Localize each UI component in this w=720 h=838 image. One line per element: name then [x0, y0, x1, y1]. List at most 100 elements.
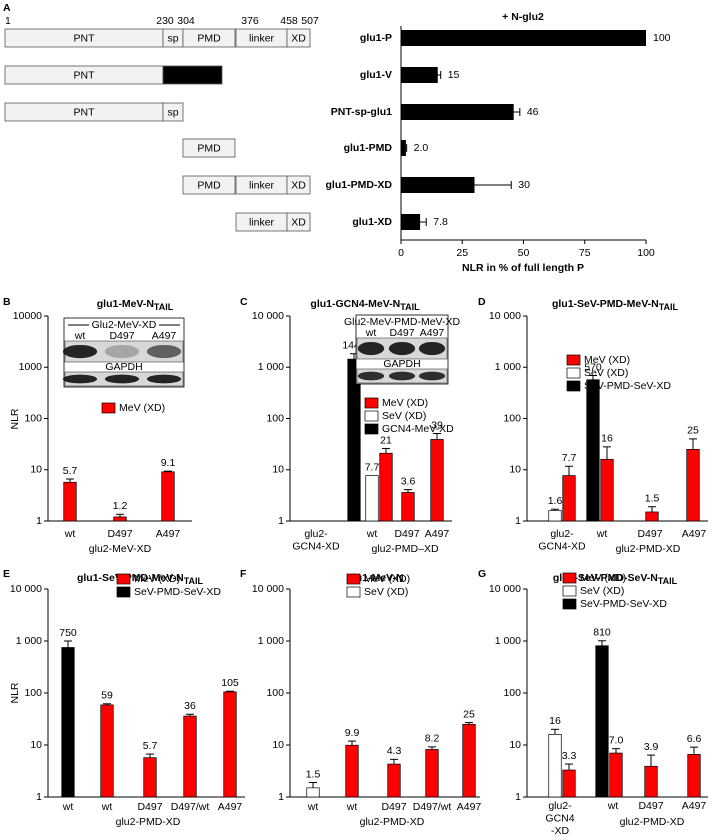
y-axis-label: NLR [9, 408, 21, 429]
legend-swatch [116, 586, 131, 598]
panel-letter: B [3, 296, 11, 308]
legend-label: MeV (XD) [382, 397, 428, 409]
category-label: wt [101, 801, 113, 813]
inset-lane-label: wt [365, 327, 377, 339]
value-label: 105 [221, 677, 239, 689]
category-label: A497 [156, 528, 181, 540]
title-subscript: TAIL [184, 576, 204, 586]
legend-swatch [566, 380, 581, 392]
value-label: 1.5 [645, 492, 660, 504]
bar [401, 104, 514, 120]
legend-swatch [364, 410, 379, 422]
legend-label: MeV (XD) [134, 573, 180, 585]
y-tick-label: 1 000 [258, 361, 284, 373]
domain-label: XD [291, 32, 306, 44]
y-tick-label: 100 [266, 412, 284, 424]
ruler-label: 458 [280, 15, 298, 27]
bar [161, 471, 175, 522]
category-label: D497 [381, 801, 406, 813]
domain-box [182, 28, 236, 48]
blot-band [146, 344, 182, 359]
bar [687, 754, 701, 798]
category-label: wt [366, 528, 378, 540]
value-label: 16 [601, 433, 613, 445]
y-tick-label: 1 000 [258, 635, 284, 647]
domain-label: PMD [197, 179, 221, 191]
y-tick-label: 10 [272, 464, 284, 476]
legend-label: MeV (XD) [119, 402, 165, 414]
y-tick-label: 10 [30, 464, 42, 476]
ruler-label: 304 [177, 15, 195, 27]
bar [401, 492, 415, 522]
y-tick-label: 1000 [19, 361, 43, 373]
y-tick-label: 10 000 [252, 310, 284, 322]
y-tick-label: 10 [272, 739, 284, 751]
title-main: glu1-MeV-N [346, 572, 403, 584]
bar [143, 757, 157, 798]
category-label: GCN4 [545, 812, 574, 824]
y-tick-label: 1 [278, 515, 284, 527]
category-label: glu1-P [360, 32, 392, 44]
y-tick-label: 1 [36, 791, 42, 803]
panel-letter: E [3, 568, 10, 580]
legend-swatch [364, 397, 379, 409]
y-tick-label: 10 000 [10, 583, 42, 595]
y-tick-label: 10 000 [252, 583, 284, 595]
blot-band [62, 374, 98, 384]
value-label: 810 [593, 627, 611, 639]
legend-label: SeV (XD) [584, 367, 628, 379]
group-label: glu2-PMD–XD [371, 543, 439, 555]
inset-lane-label: wt [74, 330, 86, 342]
y-tick-label: 1 000 [495, 361, 521, 373]
category-label: glu1-XD [352, 216, 392, 228]
category-label: GCN4-XD [538, 540, 586, 552]
value-label: 59 [101, 690, 113, 702]
domain-label: PMD [197, 142, 221, 154]
legend-swatch [346, 586, 361, 598]
x-tick-label: 25 [456, 247, 468, 259]
y-tick-label: 1 [515, 515, 521, 527]
domain-label: linker [249, 32, 275, 44]
chart-title: glu1-SeV-PMD-SeV-NTAIL [553, 572, 678, 587]
category-label: D497/wt [413, 801, 452, 813]
bar [401, 214, 421, 230]
inset-lane-label: A497 [152, 330, 177, 342]
value-label: 21 [380, 434, 392, 446]
y-tick-label: 100 [503, 687, 521, 699]
value-label: 100 [653, 32, 671, 44]
y-tick-label: 10 000 [489, 310, 521, 322]
title-main: glu1-GCN4-MeV-N [310, 298, 400, 310]
bar [306, 787, 320, 798]
bar [223, 691, 237, 798]
blot-band [357, 371, 385, 381]
title-main: glu1-SeV-PMD-SeV-N [553, 572, 658, 584]
legend-swatch [364, 423, 379, 435]
domain-box [162, 65, 223, 85]
group-label: glu2-PMD-XD [360, 816, 425, 828]
panel-letter: G [478, 568, 486, 580]
value-label: 1.6 [548, 495, 563, 507]
category-label: A497 [682, 800, 707, 812]
legend-label: SeV (XD) [580, 585, 624, 597]
y-tick-label: 100 [24, 687, 42, 699]
ruler-label: 376 [241, 15, 259, 27]
inset-header: Glu2-MeV-PMD-MeV-XD [344, 316, 461, 328]
y-tick-label: 10 [30, 739, 42, 751]
chart-title: glu1-SeV-PMD-MeV-NTAIL [552, 298, 679, 313]
panel-letter: F [240, 568, 247, 580]
domain-box [286, 212, 311, 232]
category-label: D497 [107, 528, 132, 540]
ruler-label: 1 [5, 15, 11, 27]
value-label: 1.2 [113, 500, 128, 512]
value-label: 9.1 [161, 457, 176, 469]
category-label: wt [62, 801, 74, 813]
panel-letter: D [478, 296, 486, 308]
value-label: 7.7 [562, 452, 577, 464]
value-label: 2.0 [414, 142, 429, 154]
domain-box [286, 175, 311, 195]
value-label: 15 [448, 69, 460, 81]
inset-lane-label: A497 [420, 327, 445, 339]
inset-lane-label: D497 [389, 327, 414, 339]
domain-label: linker [249, 216, 275, 228]
legend-label: SeV-PMD-SeV-XD [584, 380, 671, 392]
